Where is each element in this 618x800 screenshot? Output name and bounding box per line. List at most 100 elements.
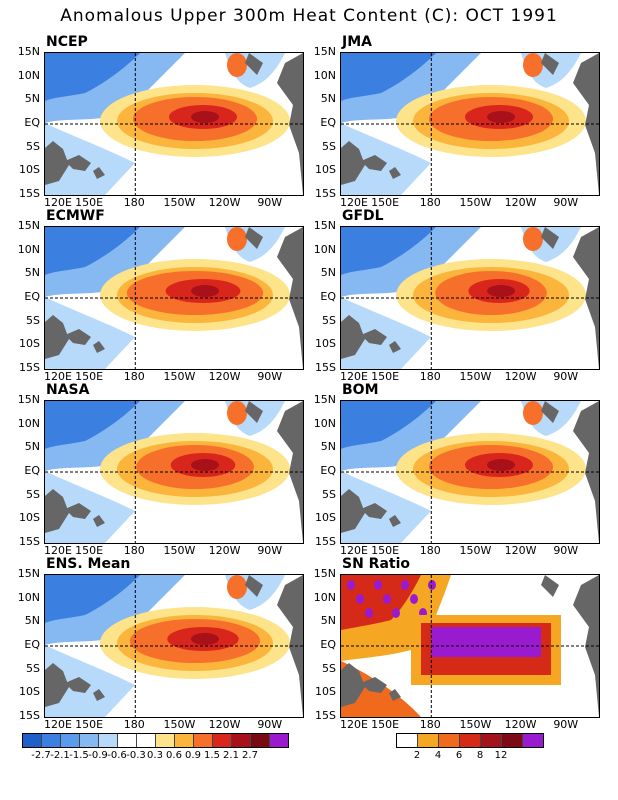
colorbar-tick-label: -0.3 bbox=[126, 750, 146, 761]
latitude-tick-label: 5S bbox=[322, 139, 336, 153]
latitude-tick-label: 5N bbox=[24, 92, 40, 106]
colorbar-tick-label: -1.5 bbox=[69, 750, 89, 761]
latitude-tick-label: 15N bbox=[313, 45, 336, 58]
latitude-tick-label: EQ bbox=[320, 116, 336, 129]
colorbar-tick-label: 2.1 bbox=[223, 750, 239, 761]
latitude-tick-label: 5S bbox=[322, 487, 336, 501]
latitude-axis: 15N 10N 5N EQ 5S 10S 15S bbox=[10, 45, 40, 200]
longitude-tick-label: 120W bbox=[208, 196, 241, 209]
longitude-tick-label: 90W bbox=[553, 544, 579, 557]
latitude-tick-label: 15N bbox=[313, 567, 336, 580]
longitude-tick-label: 150E bbox=[371, 196, 400, 209]
map-panel bbox=[44, 226, 304, 370]
latitude-tick-label: 10S bbox=[19, 511, 40, 525]
longitude-tick-label: 150W bbox=[163, 544, 196, 557]
longitude-tick-label: 90W bbox=[257, 196, 283, 209]
latitude-tick-label: 10N bbox=[17, 242, 40, 256]
panel-title: SN Ratio bbox=[342, 556, 411, 572]
latitude-axis: 15N 10N 5N EQ 5S 10S 15S bbox=[10, 567, 40, 722]
latitude-tick-label: 10S bbox=[315, 685, 336, 699]
map-panel bbox=[340, 226, 600, 370]
longitude-tick-label: 120E bbox=[44, 718, 72, 731]
colorbar-swatch bbox=[213, 734, 232, 747]
panel-title: NCEP bbox=[46, 34, 88, 50]
latitude-tick-label: 15N bbox=[17, 393, 40, 406]
latitude-tick-label: 15S bbox=[19, 361, 40, 374]
latitude-tick-label: EQ bbox=[24, 290, 40, 303]
map-panel bbox=[340, 574, 600, 718]
longitude-tick-label: 120W bbox=[208, 718, 241, 731]
latitude-tick-label: 10N bbox=[313, 416, 336, 430]
panel-title: GFDL bbox=[342, 208, 384, 224]
latitude-tick-label: 15N bbox=[17, 219, 40, 232]
latitude-tick-label: 5N bbox=[24, 440, 40, 454]
colorbar-tick-label: 2.7 bbox=[242, 750, 258, 761]
latitude-tick-label: 10S bbox=[315, 337, 336, 351]
colorbar-swatch bbox=[156, 734, 175, 747]
latitude-tick-label: 5N bbox=[320, 614, 336, 628]
colorbar-swatch bbox=[175, 734, 194, 747]
latitude-tick-label: EQ bbox=[24, 116, 40, 129]
colorbar-tick-label: 2 bbox=[413, 750, 421, 761]
latitude-tick-label: EQ bbox=[320, 638, 336, 651]
longitude-tick-label: 150E bbox=[371, 544, 400, 557]
latitude-tick-label: 15S bbox=[19, 535, 40, 548]
latitude-tick-label: EQ bbox=[24, 464, 40, 477]
longitude-tick-label: 180 bbox=[123, 544, 145, 557]
latitude-tick-label: EQ bbox=[320, 464, 336, 477]
longitude-tick-label: 120E bbox=[340, 196, 368, 209]
latitude-tick-label: 10N bbox=[17, 68, 40, 82]
latitude-tick-label: 10S bbox=[19, 685, 40, 699]
map-field bbox=[45, 401, 303, 543]
longitude-tick-label: 180 bbox=[419, 196, 441, 209]
longitude-tick-label: 180 bbox=[123, 718, 145, 731]
map-field bbox=[341, 575, 599, 717]
longitude-tick-label: 150E bbox=[371, 370, 400, 383]
panel-title: BOM bbox=[342, 382, 379, 398]
latitude-axis: 15N 10N 5N EQ 5S 10S 15S bbox=[10, 393, 40, 548]
longitude-tick-label: 120E bbox=[340, 544, 368, 557]
colorbar-swatch bbox=[232, 734, 251, 747]
longitude-tick-label: 150W bbox=[459, 196, 492, 209]
longitude-tick-label: 150E bbox=[371, 718, 400, 731]
colorbar-swatch bbox=[460, 734, 481, 747]
colorbar-swatch bbox=[481, 734, 502, 747]
longitude-tick-label: 120E bbox=[44, 196, 72, 209]
panel-title: JMA bbox=[342, 34, 372, 50]
latitude-tick-label: 10N bbox=[313, 242, 336, 256]
latitude-tick-label: 5N bbox=[320, 266, 336, 280]
latitude-tick-label: 15S bbox=[19, 187, 40, 200]
latitude-tick-label: 5S bbox=[26, 661, 40, 675]
latitude-axis: 15N 10N 5N EQ 5S 10S 15S bbox=[306, 393, 336, 548]
longitude-tick-label: 150W bbox=[459, 370, 492, 383]
latitude-tick-label: 15N bbox=[313, 219, 336, 232]
map-panel bbox=[44, 52, 304, 196]
longitude-tick-label: 150E bbox=[75, 196, 104, 209]
longitude-tick-label: 120E bbox=[340, 370, 368, 383]
latitude-axis: 15N 10N 5N EQ 5S 10S 15S bbox=[10, 219, 40, 374]
colorbar-swatch bbox=[439, 734, 460, 747]
colorbar-tick-label: -2.7 bbox=[31, 750, 51, 761]
longitude-tick-label: 90W bbox=[553, 196, 579, 209]
map-field bbox=[341, 53, 599, 195]
longitude-tick-label: 180 bbox=[419, 544, 441, 557]
longitude-tick-label: 150E bbox=[75, 718, 104, 731]
longitude-tick-label: 90W bbox=[257, 718, 283, 731]
longitude-tick-label: 150W bbox=[163, 718, 196, 731]
longitude-tick-label: 90W bbox=[553, 370, 579, 383]
map-panel bbox=[44, 574, 304, 718]
latitude-tick-label: EQ bbox=[24, 638, 40, 651]
latitude-tick-label: EQ bbox=[320, 290, 336, 303]
longitude-tick-label: 120E bbox=[340, 718, 368, 731]
latitude-tick-label: 15S bbox=[315, 535, 336, 548]
map-field bbox=[341, 401, 599, 543]
longitude-tick-label: 150E bbox=[75, 544, 104, 557]
colorbar-swatch bbox=[418, 734, 439, 747]
latitude-tick-label: 5S bbox=[26, 313, 40, 327]
longitude-tick-label: 120W bbox=[504, 196, 537, 209]
latitude-tick-label: 15S bbox=[19, 709, 40, 722]
map-panel bbox=[340, 52, 600, 196]
colorbar-swatch bbox=[194, 734, 213, 747]
colorbar-tick-label: 6 bbox=[455, 750, 463, 761]
longitude-tick-label: 120W bbox=[208, 370, 241, 383]
